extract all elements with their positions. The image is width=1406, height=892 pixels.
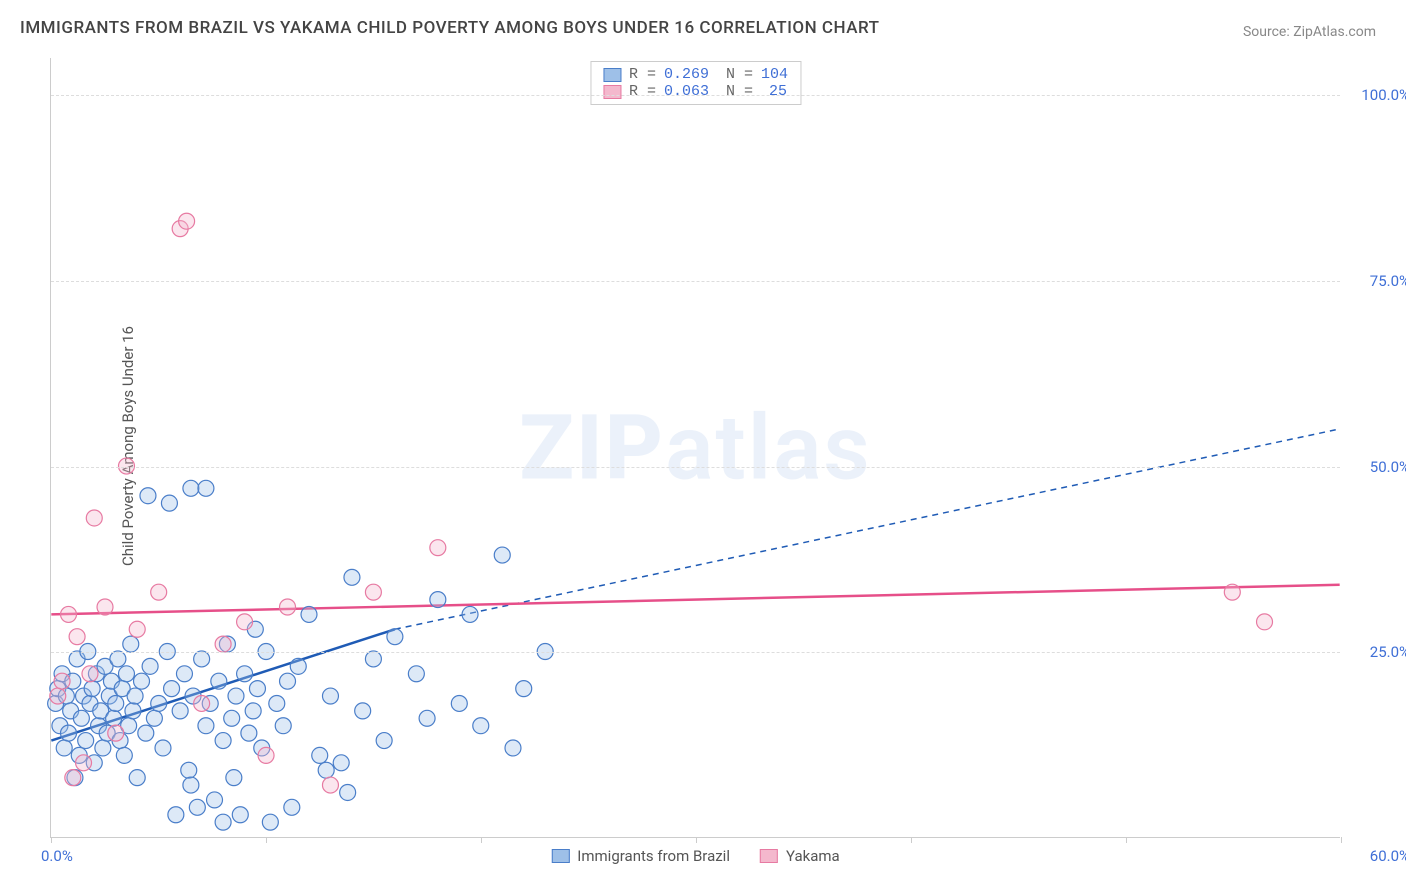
legend-item-yakama: Yakama — [760, 847, 840, 865]
x-axis-max-label: 60.0% — [1370, 847, 1406, 865]
x-tick-mark — [51, 837, 52, 843]
y-tick-label: 100.0% — [1350, 86, 1406, 104]
legend-series: Immigrants from Brazil Yakama — [551, 847, 839, 865]
chart-title: IMMIGRANTS FROM BRAZIL VS YAKAMA CHILD P… — [20, 18, 879, 38]
y-tick-label: 75.0% — [1350, 272, 1406, 290]
x-tick-mark — [911, 837, 912, 843]
swatch-brazil-bottom — [551, 849, 569, 863]
legend-label-yakama: Yakama — [786, 847, 840, 865]
x-axis-min-label: 0.0% — [41, 847, 73, 865]
legend-label-brazil: Immigrants from Brazil — [577, 847, 730, 865]
plot-area: ZIPatlas R = 0.269 N = 104 R = 0.063 N =… — [50, 58, 1340, 838]
plot-svg — [51, 58, 1340, 837]
x-tick-mark — [266, 837, 267, 843]
grid-line — [51, 281, 1340, 282]
y-tick-label: 50.0% — [1350, 458, 1406, 476]
legend-item-brazil: Immigrants from Brazil — [551, 847, 730, 865]
source-label: Source: ZipAtlas.com — [1243, 24, 1376, 40]
x-tick-mark — [1341, 837, 1342, 843]
grid-line — [51, 652, 1340, 653]
x-tick-mark — [481, 837, 482, 843]
x-tick-mark — [1126, 837, 1127, 843]
y-tick-label: 25.0% — [1350, 643, 1406, 661]
swatch-yakama-bottom — [760, 849, 778, 863]
grid-line — [51, 467, 1340, 468]
grid-line — [51, 95, 1340, 96]
x-tick-mark — [696, 837, 697, 843]
